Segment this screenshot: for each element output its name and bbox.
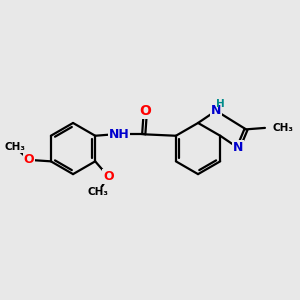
Text: CH₃: CH₃ [88,188,109,197]
Text: O: O [139,104,151,118]
Text: NH: NH [109,128,129,141]
Text: CH₃: CH₃ [272,123,293,133]
Text: CH₃: CH₃ [4,142,25,152]
Text: O: O [103,170,114,183]
Text: O: O [24,153,34,167]
Text: N: N [211,104,221,117]
Text: H: H [216,99,225,110]
Text: N: N [233,142,243,154]
